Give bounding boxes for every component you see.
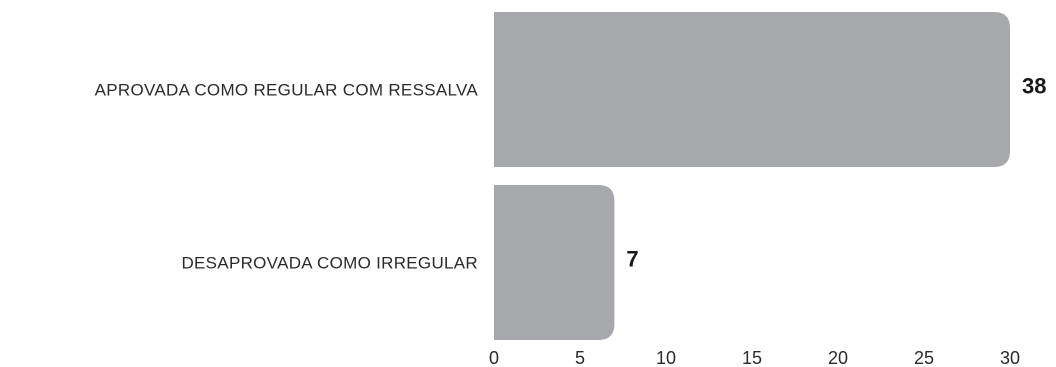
x-tick-label-5: 25 xyxy=(914,348,934,367)
bar-1 xyxy=(494,185,615,340)
x-tick-label-3: 15 xyxy=(742,348,762,367)
data-label-0: 38 xyxy=(1022,74,1046,99)
x-axis-ticks: 0 5 10 15 20 25 30 xyxy=(489,348,1020,367)
bars-group xyxy=(494,12,1010,340)
category-label-1: DESAPROVADA COMO IRREGULAR xyxy=(181,254,478,273)
data-label-1: 7 xyxy=(626,247,638,272)
x-tick-label-4: 20 xyxy=(828,348,848,367)
x-tick-label-1: 5 xyxy=(575,348,585,367)
x-tick-label-2: 10 xyxy=(656,348,676,367)
category-labels: APROVADA COMO REGULAR COM RESSALVA DESAPR… xyxy=(95,81,479,273)
x-tick-label-0: 0 xyxy=(489,348,499,367)
x-tick-label-6: 30 xyxy=(1000,348,1020,367)
category-label-0: APROVADA COMO REGULAR COM RESSALVA xyxy=(95,81,479,100)
data-labels: 38 7 xyxy=(626,74,1046,272)
bar-0 xyxy=(494,12,1010,167)
